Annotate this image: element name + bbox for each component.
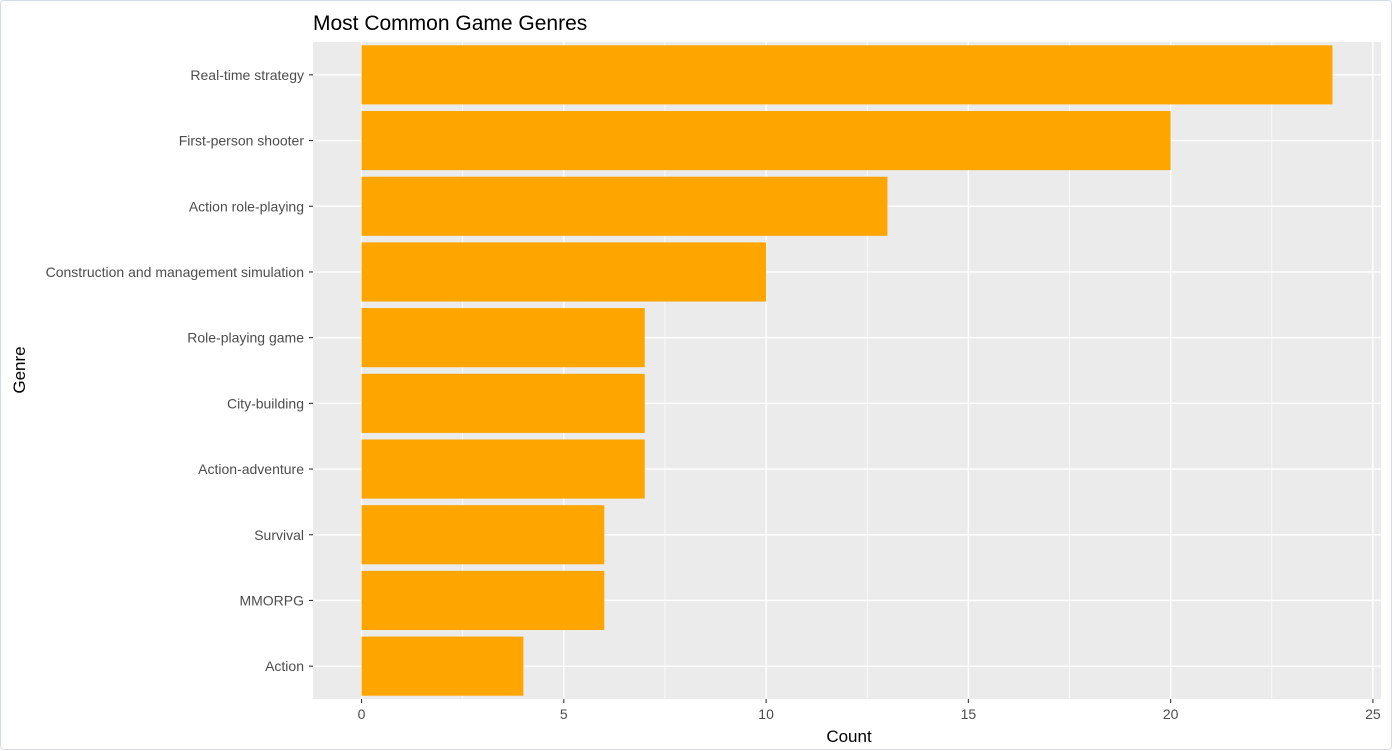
- y-tick-label: MMORPG: [239, 592, 304, 608]
- y-tick-label: First-person shooter: [179, 133, 305, 149]
- bar-action-adventure: [361, 439, 645, 499]
- y-axis: Real-time strategy First-person shooter Ac…: [46, 67, 313, 674]
- y-tick-label: Role-playing game: [187, 330, 304, 346]
- bar-role-playing-game: [361, 308, 645, 368]
- y-tick-label: Survival: [254, 527, 304, 543]
- y-tick-label: Construction and management simulation: [46, 264, 304, 280]
- bar-mmorpg: [361, 570, 605, 631]
- x-tick-label: 0: [358, 706, 366, 722]
- y-axis-title: Genre: [10, 346, 29, 393]
- y-tick-label: City-building: [227, 395, 304, 411]
- x-tick-label: 15: [961, 706, 977, 722]
- bar-city-building: [361, 373, 645, 433]
- bars: [361, 45, 1333, 696]
- y-tick-label: Action-adventure: [198, 461, 304, 477]
- y-tick-label: Real-time strategy: [190, 67, 304, 83]
- x-tick-label: 20: [1163, 706, 1179, 722]
- bar-construction-and-management-simulation: [361, 242, 767, 302]
- y-tick-label: Action role-playing: [189, 198, 304, 214]
- bar-survival: [361, 505, 605, 565]
- bar-action-role-playing: [361, 176, 888, 236]
- bar-action: [361, 636, 524, 696]
- bar-real-time-strategy: [361, 45, 1333, 105]
- x-tick-label: 5: [560, 706, 568, 722]
- x-axis-title: Count: [826, 727, 872, 746]
- chart-title: Most Common Game Genres: [313, 12, 587, 35]
- x-axis: 0 5 10 15 20 25: [358, 699, 1381, 722]
- y-tick-label: Action: [265, 658, 304, 674]
- x-tick-label: 10: [758, 706, 774, 722]
- bar-first-person-shooter: [361, 110, 1171, 171]
- x-tick-label: 25: [1365, 706, 1381, 722]
